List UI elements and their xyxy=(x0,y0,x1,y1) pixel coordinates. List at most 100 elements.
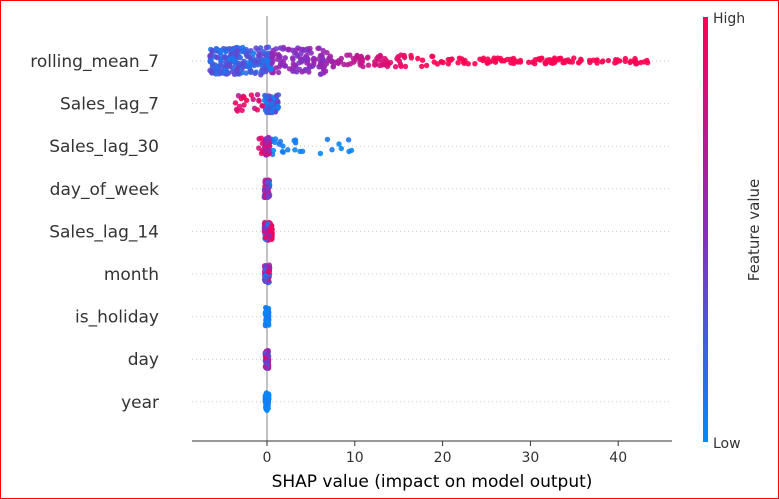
data-point-rolling_mean_7 xyxy=(419,57,426,63)
data-point-rolling_mean_7 xyxy=(539,55,545,61)
data-point-rolling_mean_7 xyxy=(264,52,271,58)
data-point-rolling_mean_7 xyxy=(248,68,254,74)
data-point-rolling_mean_7 xyxy=(495,55,501,61)
x-tick-label: 40 xyxy=(609,450,627,466)
data-point-rolling_mean_7 xyxy=(429,53,435,59)
data-point-Sales_lag_30 xyxy=(292,147,298,153)
data-point-month xyxy=(262,263,268,269)
data-point-rolling_mean_7 xyxy=(617,58,623,64)
data-point-rolling_mean_7 xyxy=(365,54,371,60)
data-point-rolling_mean_7 xyxy=(324,50,330,56)
data-point-year xyxy=(263,406,269,412)
data-point-Sales_lag_7 xyxy=(241,102,247,108)
data-point-Sales_lag_30 xyxy=(265,139,271,145)
data-point-Sales_lag_30 xyxy=(276,141,282,147)
feature-label-Sales_lag_14: Sales_lag_14 xyxy=(49,222,159,242)
data-point-is_holiday xyxy=(262,322,269,329)
data-point-rolling_mean_7 xyxy=(490,58,496,64)
data-point-Sales_lag_30 xyxy=(256,145,262,151)
data-point-rolling_mean_7 xyxy=(240,60,246,66)
x-tick-label: 10 xyxy=(346,450,364,466)
data-point-rolling_mean_7 xyxy=(327,55,333,62)
data-point-rolling_mean_7 xyxy=(526,59,532,65)
data-point-rolling_mean_7 xyxy=(515,59,521,65)
feature-label-rolling_mean_7: rolling_mean_7 xyxy=(30,52,159,72)
data-point-is_holiday xyxy=(263,305,269,311)
data-point-rolling_mean_7 xyxy=(401,52,407,59)
data-point-Sales_lag_7 xyxy=(262,92,268,99)
data-point-rolling_mean_7 xyxy=(223,49,229,55)
data-point-rolling_mean_7 xyxy=(477,56,483,62)
data-point-rolling_mean_7 xyxy=(223,59,229,66)
data-point-Sales_lag_7 xyxy=(239,107,245,114)
data-point-rolling_mean_7 xyxy=(638,59,644,66)
data-point-rolling_mean_7 xyxy=(229,55,236,61)
data-point-Sales_lag_30 xyxy=(291,137,297,144)
data-point-Sales_lag_30 xyxy=(285,147,291,153)
data-point-Sales_lag_30 xyxy=(280,149,286,155)
data-point-Sales_lag_7 xyxy=(254,92,261,98)
data-point-rolling_mean_7 xyxy=(548,59,554,66)
data-point-rolling_mean_7 xyxy=(280,46,286,52)
x-tick-label: 30 xyxy=(521,450,539,466)
data-point-day_of_week xyxy=(264,179,271,186)
data-point-rolling_mean_7 xyxy=(600,58,606,64)
x-axis: 0 10 20 30 40 xyxy=(192,440,672,466)
data-point-Sales_lag_30 xyxy=(272,136,279,142)
data-point-rolling_mean_7 xyxy=(330,64,336,70)
data-point-rolling_mean_7 xyxy=(243,70,249,76)
data-point-Sales_lag_7 xyxy=(243,97,250,104)
data-point-rolling_mean_7 xyxy=(207,52,213,59)
data-point-rolling_mean_7 xyxy=(286,46,292,52)
data-point-rolling_mean_7 xyxy=(431,59,437,65)
data-point-rolling_mean_7 xyxy=(251,50,257,56)
data-point-month xyxy=(266,262,272,268)
data-point-rolling_mean_7 xyxy=(311,57,317,63)
colorbar-title: Feature value xyxy=(745,179,763,281)
data-point-rolling_mean_7 xyxy=(244,53,251,60)
data-point-Sales_lag_30 xyxy=(317,150,324,157)
data-point-rolling_mean_7 xyxy=(260,57,267,63)
data-point-rolling_mean_7 xyxy=(209,64,216,70)
data-point-rolling_mean_7 xyxy=(263,44,270,51)
data-point-Sales_lag_14 xyxy=(268,224,274,230)
data-point-year xyxy=(265,399,272,405)
data-point-rolling_mean_7 xyxy=(209,48,215,54)
data-point-rolling_mean_7 xyxy=(235,70,241,77)
data-point-rolling_mean_7 xyxy=(267,65,274,72)
feature-label-Sales_lag_30: Sales_lag_30 xyxy=(49,137,159,157)
feature-label-month: month xyxy=(104,265,159,285)
data-point-rolling_mean_7 xyxy=(277,53,283,60)
data-point-rolling_mean_7 xyxy=(214,64,220,71)
data-point-rolling_mean_7 xyxy=(298,51,304,57)
data-point-rolling_mean_7 xyxy=(365,62,372,68)
data-point-rolling_mean_7 xyxy=(322,68,329,74)
data-point-rolling_mean_7 xyxy=(408,52,414,59)
data-point-Sales_lag_30 xyxy=(264,146,270,152)
data-point-rolling_mean_7 xyxy=(252,70,258,77)
data-point-rolling_mean_7 xyxy=(395,54,401,60)
data-point-rolling_mean_7 xyxy=(217,69,223,75)
data-point-rolling_mean_7 xyxy=(498,58,505,64)
data-point-Sales_lag_30 xyxy=(258,135,264,141)
data-point-rolling_mean_7 xyxy=(258,72,264,78)
data-point-rolling_mean_7 xyxy=(282,55,288,61)
data-point-Sales_lag_30 xyxy=(329,147,335,153)
data-point-rolling_mean_7 xyxy=(465,61,471,67)
data-point-rolling_mean_7 xyxy=(542,61,549,67)
data-point-rolling_mean_7 xyxy=(594,57,600,63)
data-point-is_holiday xyxy=(263,314,269,320)
data-point-rolling_mean_7 xyxy=(276,64,282,70)
data-point-rolling_mean_7 xyxy=(317,61,323,68)
data-point-rolling_mean_7 xyxy=(227,63,233,70)
data-point-rolling_mean_7 xyxy=(398,63,404,70)
data-point-rolling_mean_7 xyxy=(552,59,558,65)
data-point-rolling_mean_7 xyxy=(222,54,228,60)
data-point-day xyxy=(262,364,269,370)
data-point-month xyxy=(263,275,269,282)
data-point-rolling_mean_7 xyxy=(385,61,392,67)
data-point-rolling_mean_7 xyxy=(234,66,240,72)
data-point-rolling_mean_7 xyxy=(297,46,304,52)
data-point-rolling_mean_7 xyxy=(293,47,299,53)
data-point-rolling_mean_7 xyxy=(455,60,461,66)
